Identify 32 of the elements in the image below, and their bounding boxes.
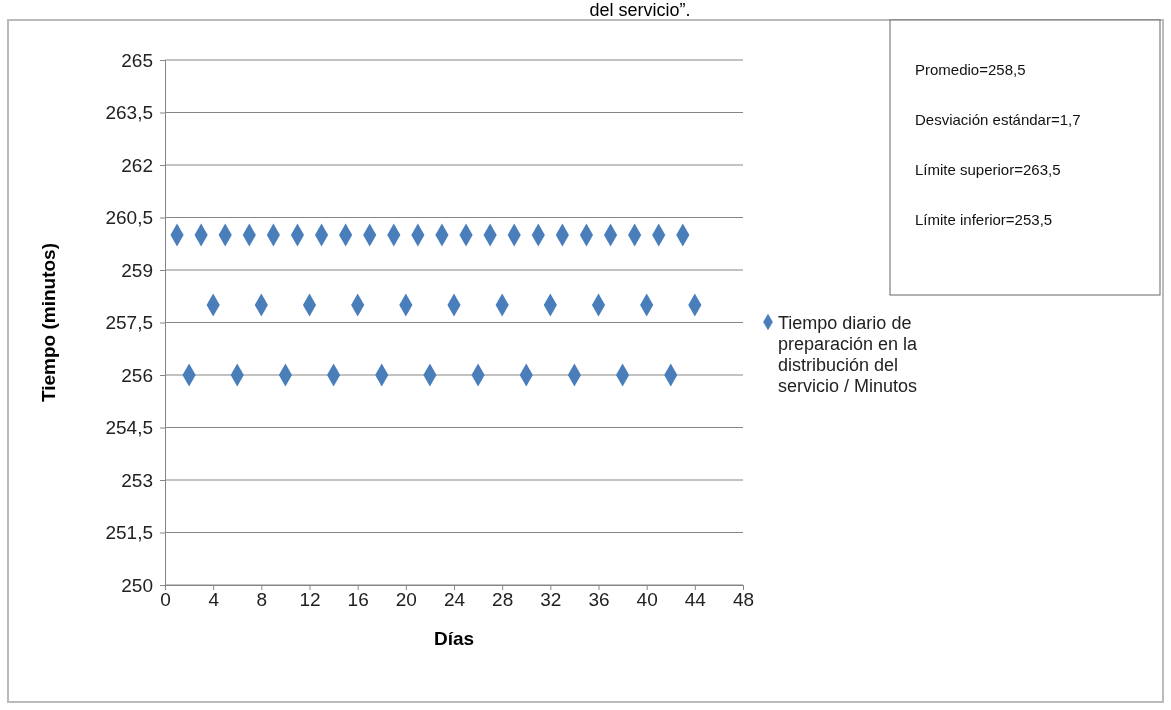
chart-title: del servicio”. xyxy=(589,0,691,20)
text: Promedio=258,5 xyxy=(915,61,1026,78)
y-tick-label: 262 xyxy=(121,154,153,176)
x-tick-label: 32 xyxy=(540,589,562,611)
y-tick-label: 260,5 xyxy=(105,207,153,229)
x-tick-label: 36 xyxy=(588,589,610,611)
text: Desviación estándar=1,7 xyxy=(915,111,1081,128)
x-tick-label: 4 xyxy=(208,589,220,611)
x-tick-label: 20 xyxy=(395,589,417,611)
x-tick-label: 8 xyxy=(256,589,268,611)
x-tick-label: 24 xyxy=(443,589,466,611)
text: Límite superior=263,5 xyxy=(915,161,1061,178)
y-tick-label: 253 xyxy=(121,469,153,491)
x-tick-label: 12 xyxy=(299,589,321,611)
x-axis-title: Días xyxy=(433,628,475,649)
x-tick-label: 0 xyxy=(160,589,171,611)
y-tick-label: 257,5 xyxy=(105,312,153,334)
x-tick-label: 48 xyxy=(732,589,755,611)
x-tick-label: 28 xyxy=(492,589,514,611)
y-tick-label: 251,5 xyxy=(105,522,153,544)
legend-label: Tiempo diario de preparación en la distribución del servicio / Minutos xyxy=(778,313,919,396)
x-tick-label: 40 xyxy=(636,589,658,611)
x-tick-label: 44 xyxy=(684,589,707,611)
y-tick-label: 250 xyxy=(121,574,153,596)
y-tick-label: 263,5 xyxy=(105,102,153,124)
y-tick-label: 254,5 xyxy=(105,417,153,439)
y-tick-label: 259 xyxy=(121,259,153,281)
text: Límite inferior=253,5 xyxy=(915,211,1053,228)
y-axis-title: Tiempo (minutos) xyxy=(38,242,59,403)
x-tick-label: 16 xyxy=(347,589,369,611)
y-tick-label: 256 xyxy=(121,364,153,386)
y-tick-label: 265 xyxy=(121,49,153,71)
